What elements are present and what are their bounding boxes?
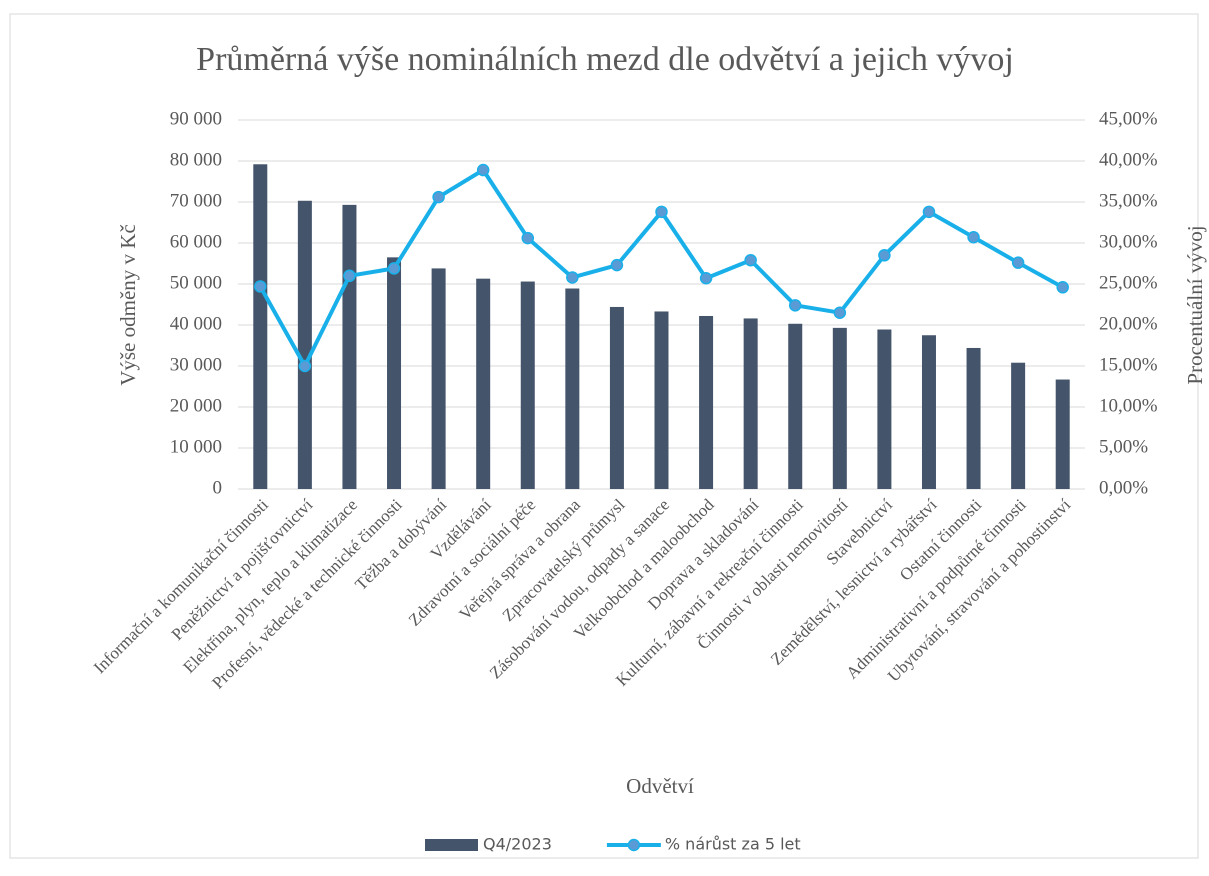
legend-label: Q4/2023 (483, 835, 552, 854)
marker (298, 359, 312, 373)
y-tick-label: 10 000 (170, 436, 222, 457)
y2-tick-label: 40,00% (1099, 149, 1158, 170)
bar (921, 335, 936, 489)
y2-tick-label: 15,00% (1099, 354, 1158, 375)
marker (476, 163, 490, 177)
y-tick-label: 50 000 (170, 272, 222, 293)
y-axis-label: Výše odměny v Kč (116, 224, 140, 386)
marker (566, 271, 579, 284)
y-tick-label: 40 000 (170, 313, 222, 334)
marker (967, 231, 980, 244)
y2-tick-label: 20,00% (1099, 313, 1158, 334)
bar (476, 278, 491, 489)
bar (253, 164, 268, 489)
chart-border (9, 13, 1199, 859)
y-tick-label: 30 000 (170, 354, 222, 375)
legend-marker (627, 838, 641, 852)
marker (699, 272, 713, 285)
y2-axis-label: Procentuální vývoj (1183, 225, 1207, 384)
bar (297, 200, 312, 489)
bar (699, 315, 714, 489)
y2-tick-label: 35,00% (1099, 190, 1158, 211)
bar (654, 311, 669, 489)
bar (565, 288, 580, 489)
y2-tick-label: 25,00% (1099, 272, 1158, 293)
marker (878, 249, 891, 262)
legend-label: % nárůst za 5 let (665, 835, 801, 854)
y-tick-label: 0 (213, 477, 223, 498)
legend-swatch (425, 839, 478, 851)
y2-tick-label: 10,00% (1099, 395, 1158, 416)
bar (743, 318, 758, 489)
marker (655, 205, 668, 219)
bar (609, 306, 624, 489)
marker (387, 262, 401, 275)
marker (343, 269, 356, 283)
y-tick-label: 70 000 (170, 190, 222, 211)
y-tick-label: 20 000 (170, 395, 222, 416)
marker (1056, 281, 1069, 294)
bar (877, 329, 892, 489)
marker (833, 306, 847, 319)
chart-title: Průměrná výše nominálních mezd dle odvět… (196, 41, 1014, 78)
y-tick-label: 90 000 (170, 108, 222, 129)
marker (610, 258, 624, 272)
bar (520, 281, 535, 489)
bar (832, 327, 847, 489)
bar (431, 268, 446, 489)
y2-tick-label: 30,00% (1099, 231, 1158, 252)
marker (1011, 256, 1025, 269)
y2-tick-label: 5,00% (1099, 436, 1148, 457)
y-tick-label: 60 000 (170, 231, 222, 252)
y2-tick-label: 45,00% (1099, 108, 1158, 129)
bar (966, 347, 981, 489)
bar (342, 204, 357, 489)
marker (432, 190, 445, 204)
marker (744, 253, 757, 267)
marker (254, 280, 267, 293)
x-axis-label: Odvětví (626, 774, 694, 798)
marker (521, 231, 535, 245)
bar (1011, 362, 1026, 489)
marker (788, 299, 802, 312)
y-tick-label: 80 000 (170, 149, 222, 170)
marker (922, 205, 936, 219)
bar (387, 257, 402, 489)
y2-tick-label: 0,00% (1099, 477, 1148, 498)
bar (788, 323, 803, 489)
bar (1055, 379, 1070, 489)
